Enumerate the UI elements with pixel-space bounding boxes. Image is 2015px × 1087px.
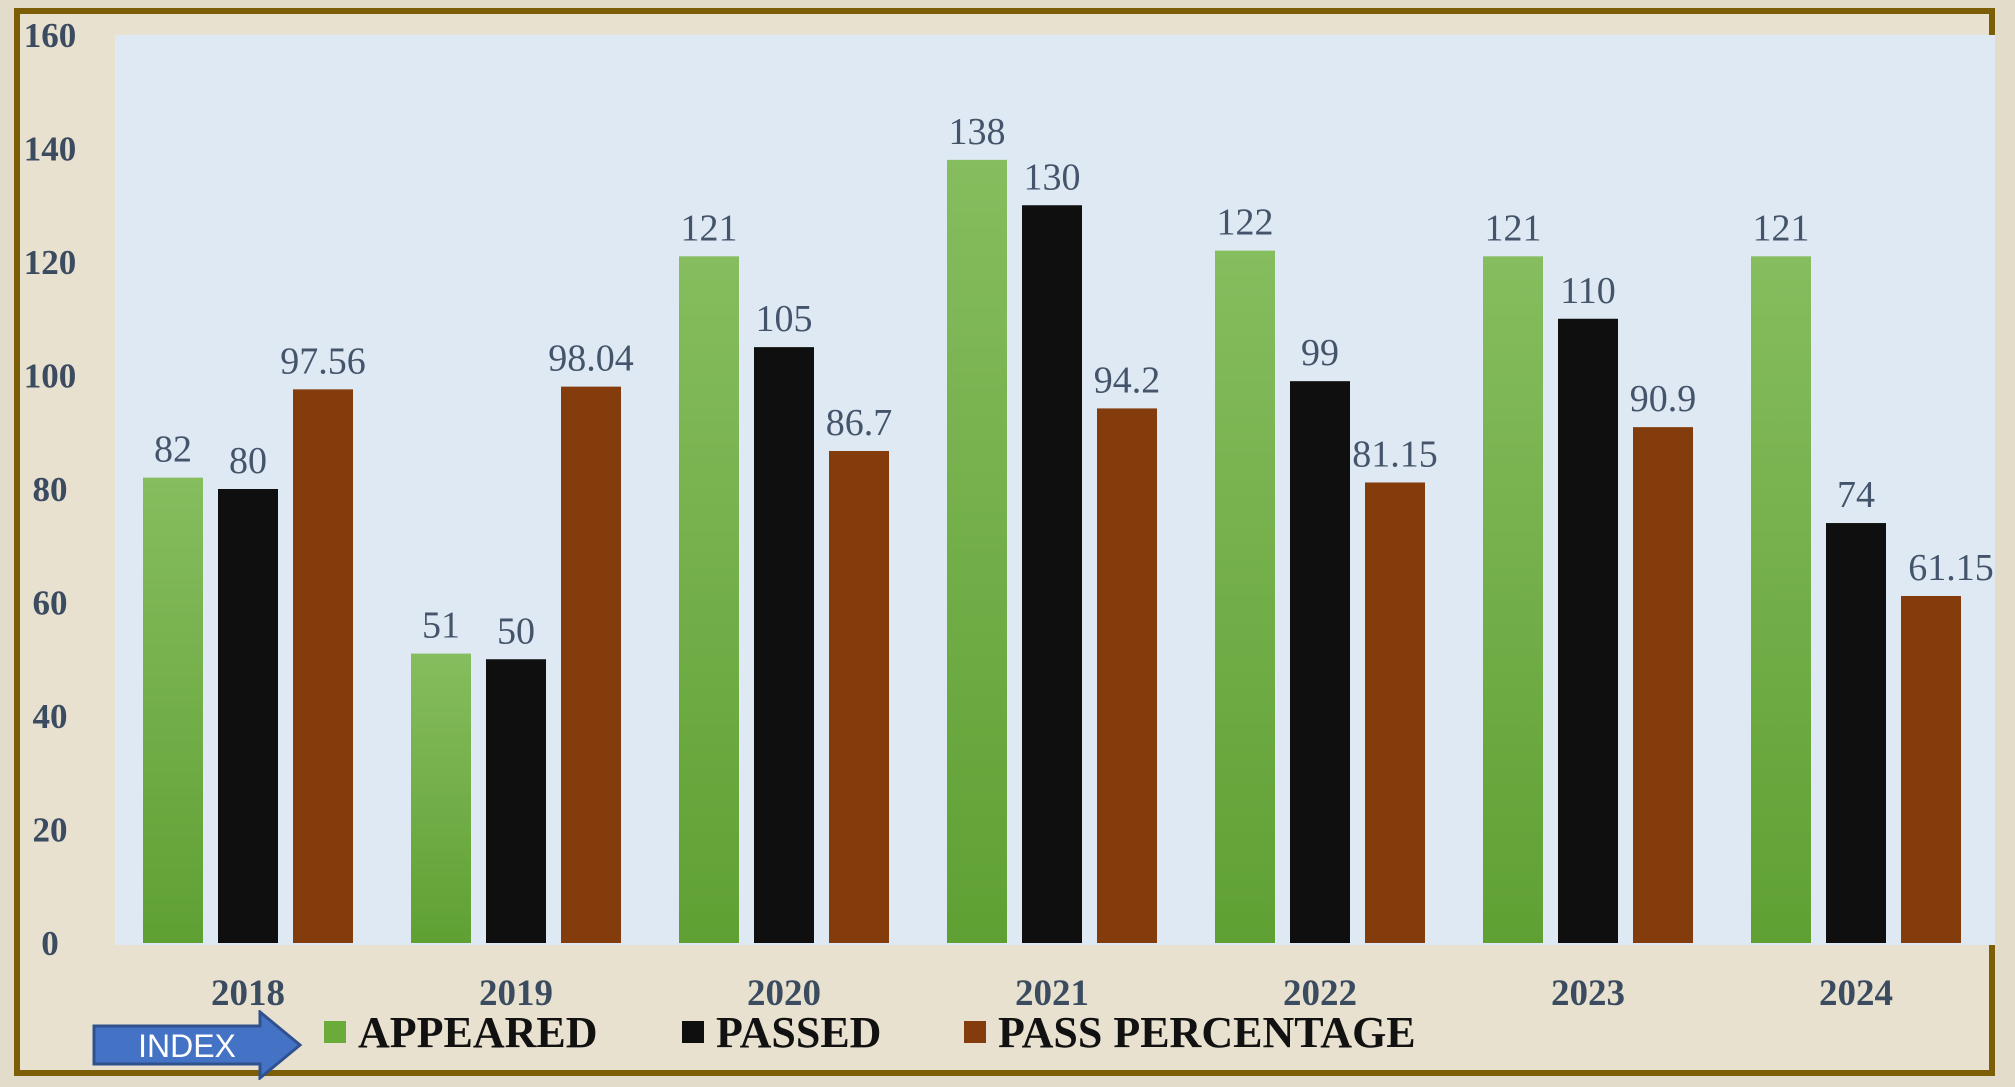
bar-appeared [143,477,203,943]
data-label: 122 [1217,202,1274,244]
data-label: 105 [756,298,813,340]
legend-label-passed: PASSED [716,1007,882,1057]
data-label: 81.15 [1352,433,1438,475]
y-tick-label: 160 [24,16,77,55]
bar-passed [754,347,814,943]
bar-appeared [947,159,1007,944]
bar-passed [1558,318,1618,943]
data-label: 50 [497,610,535,652]
bar-appeared [1751,256,1811,943]
bar-appeared [411,653,471,943]
bar-appeared [1483,256,1543,943]
y-tick-label: 0 [41,924,59,963]
data-label: 51 [422,605,460,647]
data-label: 80 [229,440,267,482]
y-tick-label: 120 [24,243,77,282]
bars: 82 80 97.56 51 50 98.04 121 105 86.7 138 130 94.2 12… [143,111,1994,944]
bar-passed [486,659,546,943]
legend-item-appeared: APPEARED [324,1006,598,1058]
legend-label-appeared: APPEARED [358,1007,598,1057]
data-label: 130 [1024,156,1081,198]
y-tick-label: 40 [33,697,68,736]
bar-pass-percentage [1365,482,1425,943]
data-label: 138 [949,111,1006,153]
data-label: 121 [681,207,738,249]
bar-pass-percentage [561,386,621,943]
legend-swatch-appeared [324,1021,346,1043]
bar-pass-percentage [1633,427,1693,944]
legend-item-passed: PASSED [682,1006,881,1058]
y-tick-label: 140 [24,130,77,169]
x-tick-label: 2023 [1551,973,1625,1014]
index-arrow-icon [92,1010,303,1080]
data-label: 99 [1301,332,1339,374]
data-label: 74 [1837,474,1875,516]
data-label: 90.9 [1630,378,1697,420]
data-label: 121 [1753,207,1810,249]
data-label: 94.2 [1094,359,1161,401]
bar-passed [1826,523,1886,943]
x-axis: 2018 2019 2020 2021 2022 2023 2024 [211,973,1893,1014]
data-label: 97.56 [280,340,366,382]
data-label: 110 [1560,270,1616,312]
bar-pass-percentage [293,389,353,943]
bar-appeared [1215,250,1275,943]
bar-pass-percentage [829,450,889,943]
data-label: 86.7 [826,402,893,444]
index-label: INDEX [138,1028,236,1064]
legend-item-pass-percentage: PASS PERCENTAGE [964,1006,1416,1058]
y-tick-label: 100 [24,357,77,396]
y-axis: 0 20 40 60 80 100 120 140 160 [24,16,77,963]
legend-swatch-pass-percentage [964,1021,986,1043]
y-tick-label: 20 [33,811,68,850]
legend-swatch-passed [682,1021,704,1043]
x-tick-label: 2019 [479,973,553,1014]
bar-pass-percentage [1097,408,1157,943]
data-label: 98.04 [548,338,634,380]
x-tick-label: 2018 [211,973,285,1014]
y-tick-label: 80 [33,470,68,509]
data-label: 61.15 [1908,547,1994,589]
legend-label-pass-percentage: PASS PERCENTAGE [998,1007,1416,1057]
data-label: 121 [1485,207,1542,249]
bar-passed [1022,205,1082,943]
x-tick-label: 2022 [1283,973,1357,1014]
x-tick-label: 2020 [747,973,821,1014]
x-tick-label: 2024 [1819,973,1893,1014]
bar-appeared [679,256,739,943]
y-tick-label: 60 [33,584,68,623]
bar-passed [1290,381,1350,943]
x-tick-label: 2021 [1015,973,1089,1014]
data-label: 82 [154,429,192,471]
bar-pass-percentage [1901,595,1961,943]
bar-passed [218,489,278,943]
